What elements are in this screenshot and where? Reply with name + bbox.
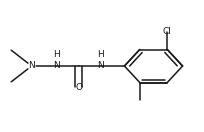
Text: H: H: [98, 50, 104, 59]
Text: Cl: Cl: [163, 27, 172, 36]
Text: O: O: [75, 83, 82, 92]
Text: N: N: [28, 62, 35, 70]
Text: H: H: [53, 50, 60, 59]
Text: N: N: [98, 62, 104, 70]
Text: N: N: [53, 62, 60, 70]
